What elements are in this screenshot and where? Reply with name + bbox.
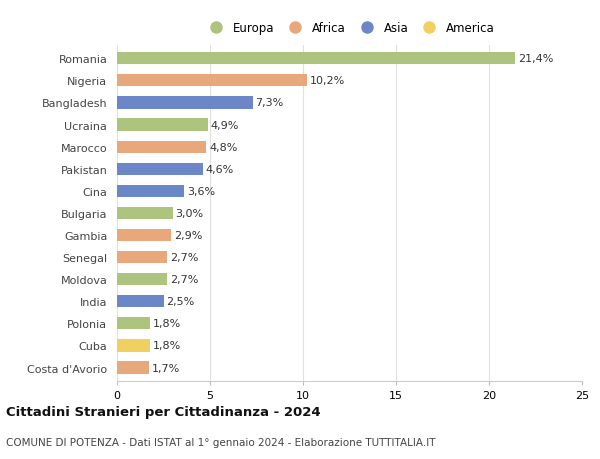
Bar	[117, 362, 149, 374]
Bar	[117, 296, 163, 308]
Text: 3,0%: 3,0%	[176, 208, 204, 218]
Text: 2,7%: 2,7%	[170, 252, 199, 263]
Text: COMUNE DI POTENZA - Dati ISTAT al 1° gennaio 2024 - Elaborazione TUTTITALIA.IT: COMUNE DI POTENZA - Dati ISTAT al 1° gen…	[6, 437, 436, 447]
Bar	[117, 207, 173, 219]
Bar	[117, 163, 203, 175]
Text: 2,7%: 2,7%	[170, 274, 199, 285]
Bar	[117, 340, 151, 352]
Bar	[117, 97, 253, 109]
Bar	[117, 274, 167, 285]
Bar	[117, 75, 307, 87]
Text: 4,6%: 4,6%	[205, 164, 233, 174]
Text: 1,8%: 1,8%	[153, 319, 182, 329]
Text: 2,9%: 2,9%	[174, 230, 202, 241]
Bar	[117, 230, 171, 241]
Text: 10,2%: 10,2%	[310, 76, 345, 86]
Legend: Europa, Africa, Asia, America: Europa, Africa, Asia, America	[201, 18, 498, 38]
Text: 1,7%: 1,7%	[151, 363, 179, 373]
Text: 4,9%: 4,9%	[211, 120, 239, 130]
Text: 2,5%: 2,5%	[166, 297, 194, 307]
Bar	[117, 119, 208, 131]
Text: 21,4%: 21,4%	[518, 54, 553, 64]
Text: 1,8%: 1,8%	[153, 341, 182, 351]
Bar	[117, 318, 151, 330]
Bar	[117, 141, 206, 153]
Text: 4,8%: 4,8%	[209, 142, 238, 152]
Text: 3,6%: 3,6%	[187, 186, 215, 196]
Text: 7,3%: 7,3%	[256, 98, 284, 108]
Bar	[117, 53, 515, 65]
Bar	[117, 252, 167, 263]
Text: Cittadini Stranieri per Cittadinanza - 2024: Cittadini Stranieri per Cittadinanza - 2…	[6, 405, 320, 419]
Bar	[117, 185, 184, 197]
